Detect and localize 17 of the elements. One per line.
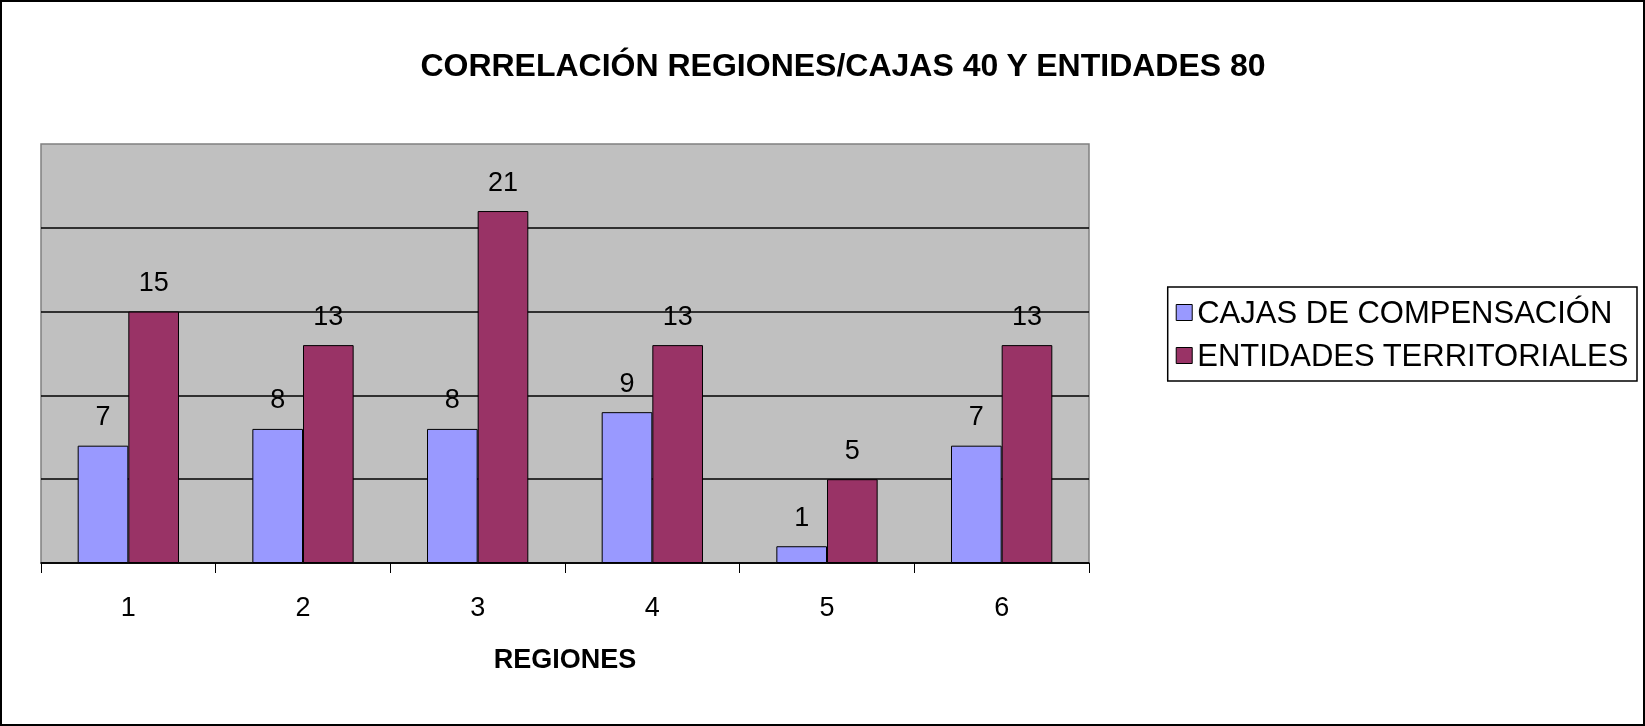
x-tick-label: 2	[295, 591, 311, 622]
x-axis-title: REGIONES	[493, 643, 637, 674]
legend-label: ENTIDADES TERRITORIALES	[1197, 338, 1629, 373]
x-tick-label: 6	[994, 591, 1010, 622]
data-label: 7	[968, 401, 984, 432]
chart-title: CORRELACIÓN REGIONES/CAJAS 40 Y ENTIDADES 80	[420, 47, 1266, 83]
x-tick-label: 4	[644, 591, 660, 622]
x-tick-label: 3	[470, 591, 486, 622]
data-label: 21	[487, 166, 519, 197]
data-label: 15	[138, 267, 169, 298]
data-label: 7	[95, 401, 111, 432]
data-label: 5	[844, 434, 860, 465]
data-label: 9	[619, 367, 635, 398]
x-tick-label: 1	[120, 591, 136, 622]
x-tick-label: 5	[819, 591, 835, 622]
legend-label: CAJAS DE COMPENSACIÓN	[1197, 295, 1613, 330]
data-label: 1	[794, 501, 810, 532]
